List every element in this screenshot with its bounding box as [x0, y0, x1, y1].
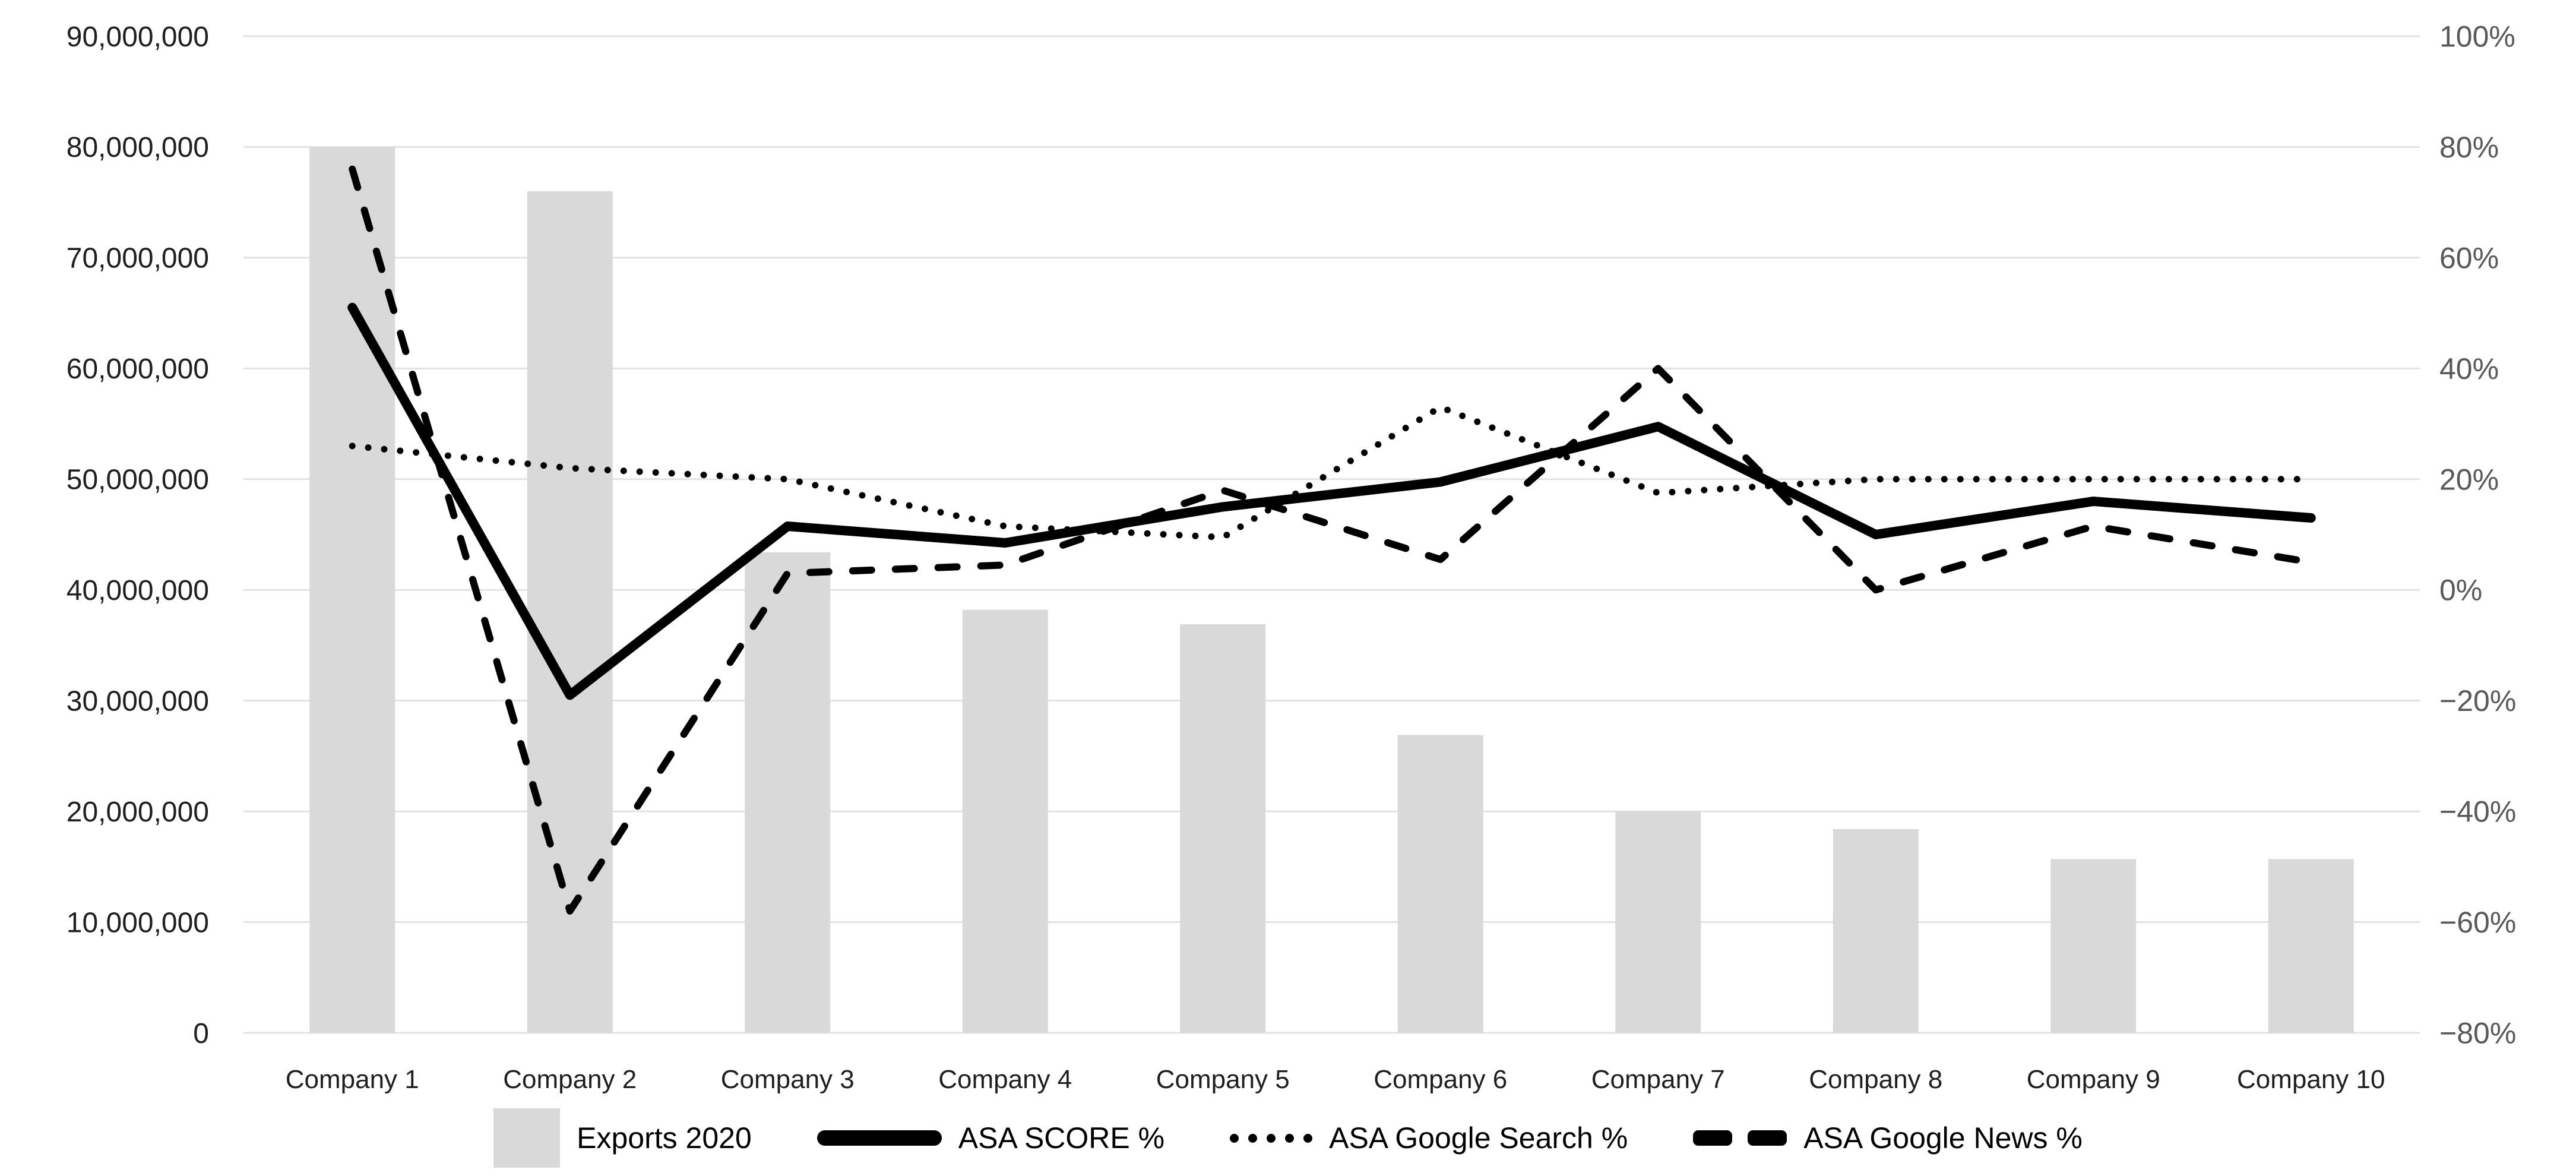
- bar-exports-2020: [527, 191, 613, 1033]
- legend-item-label: Exports 2020: [577, 1121, 752, 1155]
- x-axis-label: Company 4: [938, 1065, 1072, 1094]
- bar-exports-2020: [2268, 859, 2354, 1033]
- legend-item-dotted: ASA Google Search %: [1230, 1121, 1628, 1155]
- left-axis-tick: 50,000,000: [67, 464, 209, 496]
- right-axis-tick: 20%: [2439, 463, 2499, 496]
- right-axis-tick: −80%: [2439, 1017, 2516, 1050]
- x-axis-label: Company 8: [1809, 1065, 1942, 1094]
- right-axis-tick: −60%: [2439, 906, 2516, 939]
- left-axis-tick: 20,000,000: [67, 796, 209, 828]
- right-axis-tick: 60%: [2439, 241, 2499, 274]
- left-axis-tick: 60,000,000: [67, 353, 209, 385]
- left-axis-tick: 40,000,000: [67, 575, 209, 606]
- left-axis-tick: 30,000,000: [67, 685, 209, 717]
- x-axis-label: Company 2: [503, 1065, 637, 1094]
- line-asa-score-: [347, 302, 2316, 700]
- right-axis-tick: 80%: [2439, 131, 2499, 164]
- bar-exports-2020: [962, 609, 1048, 1033]
- legend-item-label: ASA SCORE %: [958, 1121, 1165, 1155]
- x-axis-label: Company 5: [1156, 1065, 1290, 1094]
- legend-item-dashed: ASA Google News %: [1693, 1121, 2083, 1155]
- left-axis-tick: 70,000,000: [67, 243, 209, 274]
- bar-exports-2020: [2050, 859, 2137, 1033]
- bar-exports-2020: [745, 552, 831, 1033]
- right-axis-tick: 100%: [2439, 20, 2515, 53]
- line-asa-google-news-: [349, 165, 2315, 915]
- right-axis-tick: 40%: [2439, 352, 2499, 385]
- right-axis-tick: −20%: [2439, 684, 2516, 717]
- legend-solid-line-icon: [817, 1130, 942, 1146]
- left-axis-tick: 90,000,000: [67, 21, 209, 53]
- x-axis-label: Company 9: [2027, 1065, 2160, 1094]
- legend-item-label: ASA Google News %: [1803, 1121, 2083, 1155]
- legend: Exports 2020 ASA SCORE % ASA Google Search…: [0, 1102, 2576, 1174]
- x-axis-label: Company 3: [721, 1065, 855, 1094]
- bar-exports-2020: [309, 147, 395, 1033]
- right-axis-tick: −40%: [2439, 795, 2516, 829]
- legend-item-label: ASA Google Search %: [1329, 1121, 1628, 1155]
- x-axis-label: Company 10: [2237, 1065, 2385, 1094]
- line-asa-google-search-: [349, 404, 2315, 541]
- x-axis-label: Company 6: [1374, 1065, 1507, 1094]
- legend-bar-swatch-icon: [493, 1108, 561, 1168]
- legend-dotted-line-icon: [1230, 1133, 1313, 1143]
- bar-exports-2020: [1833, 829, 1919, 1033]
- bar-exports-2020: [1180, 624, 1266, 1033]
- legend-item-solid: ASA SCORE %: [817, 1121, 1164, 1155]
- left-axis-tick: 0: [193, 1018, 209, 1049]
- x-axis-label: Company 1: [286, 1065, 419, 1094]
- legend-dashed-line-icon: [1693, 1130, 1787, 1146]
- bar-exports-2020: [1615, 811, 1701, 1033]
- x-axis-label: Company 7: [1591, 1065, 1725, 1094]
- legend-item-bar: Exports 2020: [493, 1108, 752, 1168]
- left-axis-tick: 10,000,000: [67, 907, 209, 938]
- right-axis-tick: 0%: [2439, 574, 2482, 607]
- bar-exports-2020: [1397, 735, 1483, 1033]
- left-axis-tick: 80,000,000: [67, 132, 209, 163]
